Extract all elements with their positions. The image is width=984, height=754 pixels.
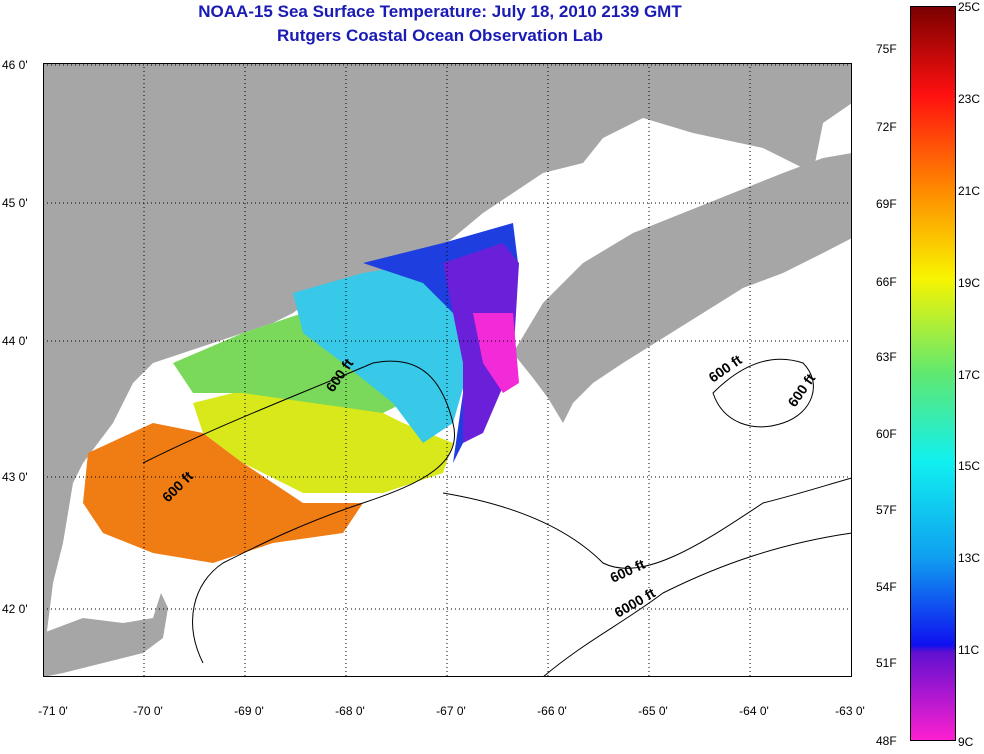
- colorbar-f-69: 69F: [876, 197, 897, 211]
- map-subtitle: Rutgers Coastal Ocean Observation Lab: [277, 26, 603, 45]
- land-nova-scotia: [513, 153, 852, 423]
- lon-label-64: -64 0': [739, 704, 769, 718]
- contour-600ft-gulf: [142, 360, 455, 664]
- lat-label-46: 46 0': [2, 58, 28, 72]
- contour-600ft-scotian: [712, 358, 814, 428]
- lat-label-45: 45 0': [2, 196, 28, 210]
- lat-label-43: 43 0': [2, 470, 28, 484]
- lon-label-65: -65 0': [638, 704, 668, 718]
- land-us: [43, 63, 852, 663]
- lon-label-67: -67 0': [436, 704, 466, 718]
- colorbar-f-48: 48F: [876, 734, 897, 748]
- colorbar-f-57: 57F: [876, 503, 897, 517]
- colorbar-c-13: 13C: [958, 551, 981, 565]
- lon-label-66: -66 0': [537, 704, 567, 718]
- colorbar-f-60: 60F: [876, 427, 897, 441]
- sst-cyan-region: [293, 263, 473, 443]
- colorbar-f-75: 75F: [876, 42, 897, 56]
- lon-label-68: -68 0': [335, 704, 365, 718]
- contour-6000ft: [542, 532, 852, 677]
- sst-map: 600 ft 600 ft 600 ft 600 ft 600 ft 6000 …: [43, 63, 852, 677]
- colorbar-c-11: 11C: [958, 643, 980, 657]
- colorbar-f-51: 51F: [876, 656, 897, 670]
- colorbar-c-25: 25C: [958, 0, 981, 14]
- lon-label-63: -63 0': [835, 704, 865, 718]
- colorbar-c-15: 15C: [958, 459, 981, 473]
- colorbar-f-72: 72F: [876, 120, 897, 134]
- map-title: NOAA-15 Sea Surface Temperature: July 18…: [198, 2, 682, 21]
- colorbar-c-9: 9C: [958, 735, 974, 749]
- colorbar-f-66: 66F: [876, 275, 897, 289]
- temperature-colorbar: [910, 6, 956, 741]
- lon-label-71: -71 0': [38, 704, 68, 718]
- colorbar-c-17: 17C: [958, 368, 981, 382]
- colorbar-f-54: 54F: [876, 580, 897, 594]
- lon-label-70: -70 0': [133, 704, 163, 718]
- grid-lines: [43, 63, 852, 677]
- colorbar-c-23: 23C: [958, 92, 981, 106]
- lat-label-44: 44 0': [2, 334, 28, 348]
- colorbar-c-21: 21C: [958, 184, 981, 198]
- colorbar-f-63: 63F: [876, 350, 897, 364]
- lon-label-69: -69 0': [234, 704, 264, 718]
- land-cape-cod: [43, 593, 168, 677]
- lat-label-42: 42 0': [2, 602, 28, 616]
- contour-600ft-shelf: [442, 477, 852, 569]
- sst-magenta-region: [473, 313, 519, 393]
- colorbar-c-19: 19C: [958, 276, 981, 290]
